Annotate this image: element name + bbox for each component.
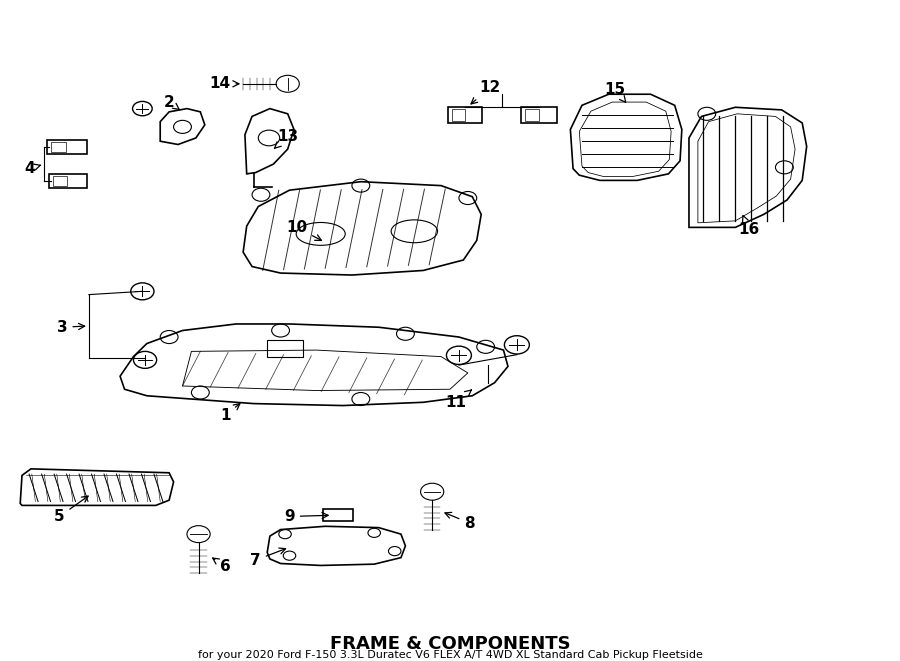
Text: 3: 3 (57, 320, 85, 334)
Text: 12: 12 (471, 80, 500, 104)
Text: 2: 2 (164, 95, 180, 110)
Text: 16: 16 (738, 215, 760, 237)
Bar (267, 340, 303, 356)
Bar (49, 174, 87, 188)
Text: 8: 8 (445, 512, 475, 531)
Text: 6: 6 (212, 558, 230, 574)
Bar (53, 176, 68, 186)
Text: 5: 5 (54, 496, 88, 524)
Bar (47, 140, 87, 154)
Text: 10: 10 (286, 220, 321, 241)
Bar (448, 106, 482, 123)
Bar (525, 109, 539, 121)
Text: 4: 4 (23, 161, 40, 176)
Text: FRAME & COMPONENTS: FRAME & COMPONENTS (329, 635, 571, 653)
Text: 1: 1 (220, 404, 240, 423)
Text: 7: 7 (250, 548, 285, 568)
Text: 11: 11 (446, 390, 472, 410)
Text: 9: 9 (284, 509, 328, 524)
Bar (51, 142, 66, 152)
Bar (521, 106, 557, 123)
Text: 15: 15 (605, 81, 626, 102)
Bar (323, 510, 353, 521)
Text: 13: 13 (274, 128, 298, 149)
Text: for your 2020 Ford F-150 3.3L Duratec V6 FLEX A/T 4WD XL Standard Cab Pickup Fle: for your 2020 Ford F-150 3.3L Duratec V6… (198, 650, 702, 660)
Bar (452, 109, 465, 121)
Text: 14: 14 (210, 76, 239, 91)
